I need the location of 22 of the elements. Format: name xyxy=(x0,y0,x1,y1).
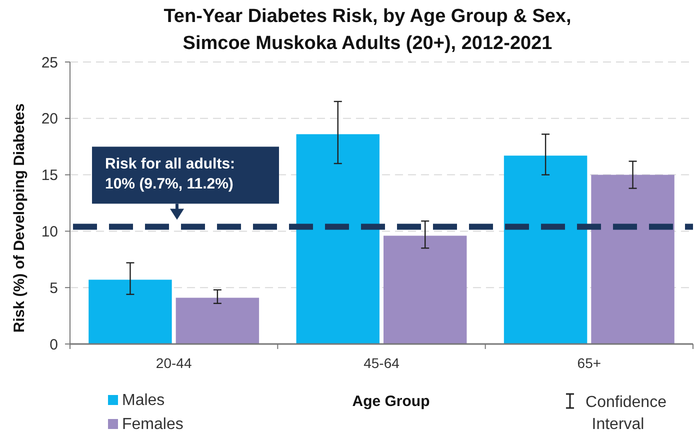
x-axis-title: Age Group xyxy=(352,393,430,410)
bar xyxy=(296,134,380,344)
text: Confidence Interval xyxy=(586,394,667,432)
y-tick-label: 15 xyxy=(41,167,58,184)
bar xyxy=(384,236,467,344)
y-axis-title: Risk (%) of Developing Diabetes xyxy=(11,103,28,333)
y-tick-label: 10 xyxy=(41,223,58,240)
x-tick-label: 20-44 xyxy=(156,355,192,371)
bar xyxy=(504,156,588,344)
chart-title: Ten-Year Diabetes Risk, by Age Group & Sex, Simcoe Muskoka Adults (20+), 2012-2021 xyxy=(164,6,572,54)
y-tick-label: 25 xyxy=(41,54,58,72)
x-tick-label: 45-64 xyxy=(364,355,400,371)
bar xyxy=(591,174,674,344)
y-tick-label: 20 xyxy=(41,110,58,128)
bar xyxy=(176,298,260,344)
legend-label: Females xyxy=(122,416,184,432)
y-tick-label: 0 xyxy=(50,336,58,354)
ref-line-label: Risk for all adults: 10% (9.7%, 11.2%) xyxy=(105,156,236,193)
x-tick-label: 65+ xyxy=(577,355,602,371)
legend-label: Males xyxy=(122,392,165,409)
y-tick-label: 5 xyxy=(50,280,58,297)
bar xyxy=(88,280,172,344)
